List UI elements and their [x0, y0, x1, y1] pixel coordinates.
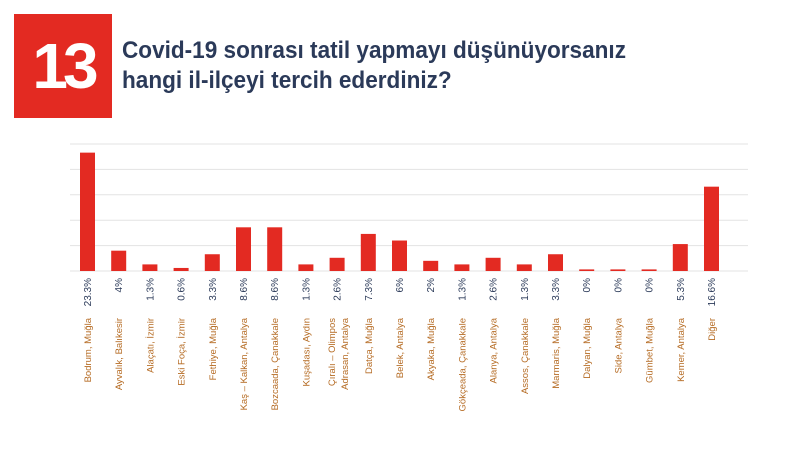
value-label: 2.6% — [333, 278, 344, 301]
category-label: Diğer — [707, 318, 718, 341]
chart-title-line-1: Covid-19 sonrası tatil yapmayı düşünüyor… — [122, 37, 626, 64]
bar — [236, 227, 251, 271]
category-label: Bodrum, Muğla — [83, 317, 94, 382]
value-label: 3.3% — [551, 278, 562, 301]
bar — [80, 152, 95, 271]
value-label: 0% — [613, 278, 624, 293]
value-label: 4% — [114, 278, 125, 293]
value-labels: 23.3% 4% 1.3% 0.6% 3.3% 8.6% 8.6% 1.3% 2.6% 7.3% 6… — [83, 278, 718, 306]
category-label: Kaş – Kalkan, Antalya — [239, 317, 250, 410]
bar — [111, 250, 127, 271]
category-label: Kuşadası, Aydın — [301, 318, 312, 387]
value-label: 1.3% — [520, 278, 531, 301]
chart-title-line-2: hangi il-ilçeyi tercih ederdiniz? — [122, 67, 452, 94]
category-label: Gökçeada, Çanakkale — [457, 318, 468, 411]
category-label: Dalyan, Muğla — [582, 317, 593, 378]
value-label: 0.6% — [177, 278, 188, 301]
value-label: 2% — [426, 278, 437, 293]
value-label: 6% — [395, 278, 406, 293]
category-label: Eski Foça, İzmir — [177, 318, 188, 386]
category-label: Bozcaada, Çanakkale — [270, 318, 281, 410]
category-label: Akyaka, Muğla — [426, 317, 437, 380]
value-label: 16.6% — [707, 278, 718, 306]
value-label: 23.3% — [83, 278, 94, 306]
value-label: 5.3% — [676, 278, 687, 301]
category-label: Gümbet, Muğla — [645, 317, 656, 383]
bar — [579, 269, 595, 271]
value-label: 8.6% — [270, 278, 281, 301]
category-label: Side, Antalya — [613, 317, 624, 373]
bar — [454, 264, 470, 271]
bar — [672, 244, 688, 271]
value-label: 0% — [582, 278, 593, 293]
question-number: 13 — [32, 30, 98, 102]
value-label: 7.3% — [364, 278, 375, 301]
category-label: Belek, Antalya — [395, 317, 406, 378]
category-labels: Bodrum, Muğla Ayvalık, Balıkesir Alaçatı, … — [83, 317, 718, 411]
bar — [267, 227, 283, 271]
value-label: 3.3% — [208, 278, 219, 301]
bar — [610, 269, 626, 271]
value-label: 8.6% — [239, 278, 250, 301]
bar — [142, 264, 158, 271]
value-label: 1.3% — [145, 278, 156, 301]
category-label: Fethiye, Muğla — [208, 317, 219, 380]
bars — [80, 152, 719, 271]
bar — [173, 267, 189, 271]
value-label: 1.3% — [301, 278, 312, 301]
gridlines — [70, 143, 748, 272]
bar — [360, 233, 376, 271]
question-number-badge: 13 — [14, 14, 112, 118]
category-label: Alaçatı, İzmir — [145, 318, 156, 373]
category-label: Alanya, Antalya — [489, 317, 500, 383]
bar — [548, 254, 563, 271]
bar — [641, 269, 657, 271]
category-label: Assos, Çanakkale — [520, 318, 531, 394]
bar — [516, 264, 532, 271]
value-label: 2.6% — [489, 278, 500, 301]
bar — [298, 264, 314, 271]
bar — [329, 257, 345, 271]
bar — [423, 260, 439, 271]
bar — [204, 254, 220, 271]
category-label: Marmaris, Muğla — [551, 317, 562, 388]
value-label: 1.3% — [457, 278, 468, 301]
bar — [485, 257, 501, 271]
category-label: Datça, Muğla — [364, 317, 375, 374]
bar — [392, 240, 407, 271]
value-label: 0% — [645, 278, 656, 293]
category-label: Ayvalık, Balıkesir — [114, 318, 125, 390]
category-label: Çıralı – Olimpos Adrasan, Antalya — [327, 317, 351, 390]
chart-title: Covid-19 sonrası tatil yapmayı düşünüyor… — [122, 36, 686, 96]
bar — [704, 186, 719, 271]
category-label: Kemer, Antalya — [676, 317, 687, 382]
